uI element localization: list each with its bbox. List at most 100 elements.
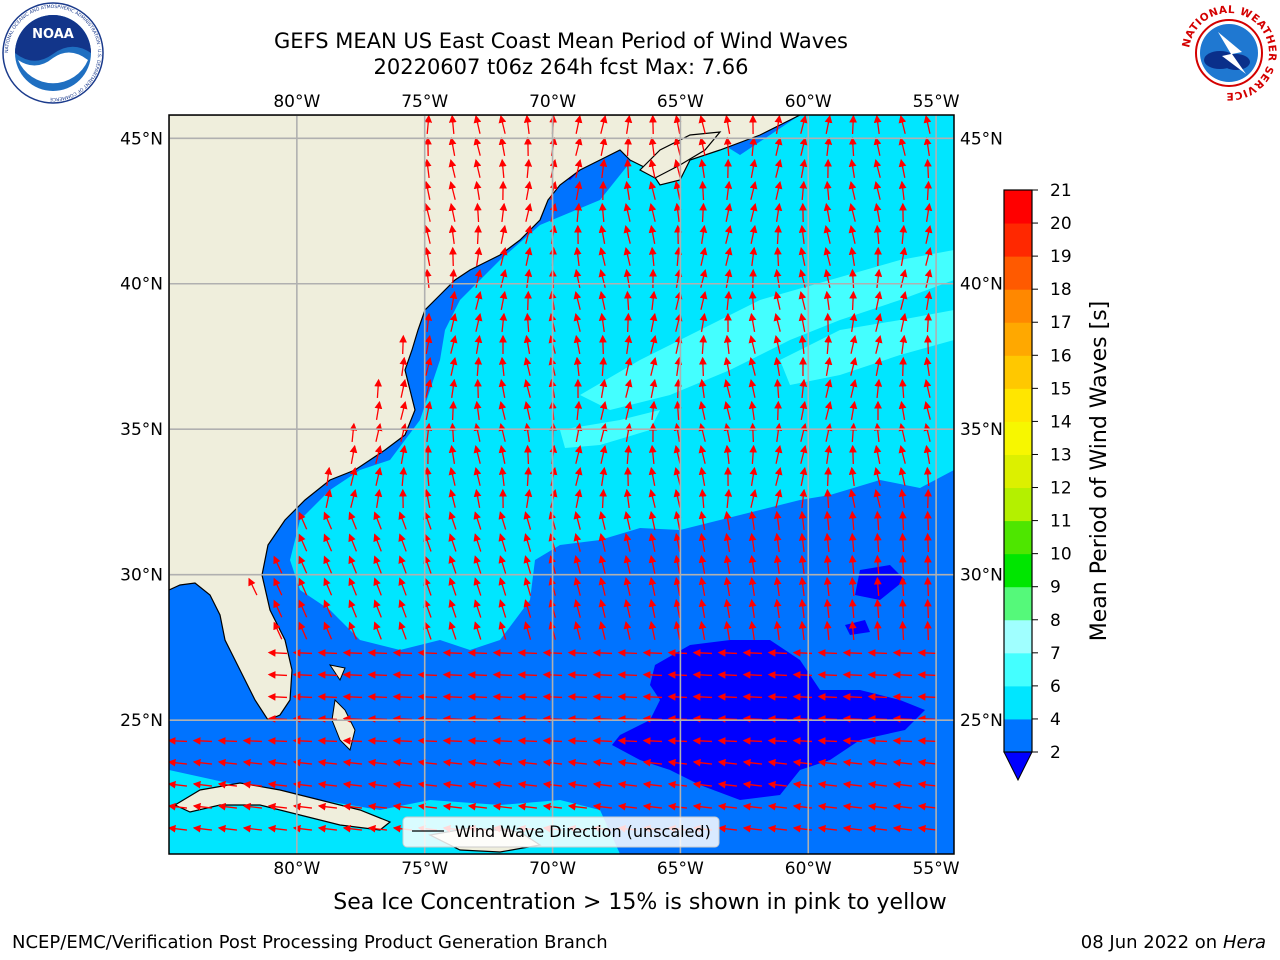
wave-direction-arrow <box>648 576 657 596</box>
wave-direction-arrow <box>767 692 788 701</box>
wave-direction-arrow <box>517 736 538 745</box>
wave-direction-arrow <box>673 400 682 421</box>
wave-direction-arrow <box>748 357 757 376</box>
wave-direction-arrow <box>773 268 782 288</box>
wave-direction-arrow <box>717 670 738 679</box>
wave-direction-arrow <box>599 136 608 156</box>
wave-direction-arrow <box>723 401 732 420</box>
wave-direction-arrow <box>348 599 358 618</box>
wave-direction-arrow <box>573 313 582 332</box>
wave-direction-arrow <box>523 533 532 552</box>
wave-direction-arrow <box>169 758 188 767</box>
wave-direction-arrow <box>599 466 608 486</box>
wave-direction-arrow <box>317 736 338 745</box>
wave-direction-arrow <box>724 268 733 288</box>
colorbar-segment <box>1004 652 1032 687</box>
wave-direction-arrow <box>873 224 882 245</box>
wave-direction-arrow <box>699 334 708 355</box>
wave-direction-arrow <box>323 599 333 618</box>
wave-direction-arrow <box>298 533 308 552</box>
wave-direction-arrow <box>824 136 833 157</box>
wave-direction-arrow <box>599 115 608 134</box>
wave-direction-arrow <box>924 312 933 333</box>
wave-direction-arrow <box>898 158 907 178</box>
wave-direction-arrow <box>849 400 858 420</box>
wave-direction-arrow <box>648 202 657 222</box>
wave-direction-arrow <box>748 312 757 332</box>
wave-direction-arrow <box>348 533 358 552</box>
wave-direction-arrow <box>373 577 382 596</box>
wave-direction-arrow <box>899 312 908 332</box>
wave-direction-arrow <box>917 714 938 723</box>
wave-direction-arrow <box>348 555 358 574</box>
wave-direction-arrow <box>492 714 513 723</box>
wave-direction-arrow <box>723 554 732 574</box>
wave-direction-arrow <box>923 598 932 619</box>
wave-direction-arrow <box>817 824 838 833</box>
wave-direction-arrow <box>498 444 507 464</box>
wave-direction-arrow <box>748 400 757 421</box>
wave-direction-arrow <box>842 670 863 679</box>
wave-direction-arrow <box>774 202 783 222</box>
noaa-logo-text: NOAA <box>32 27 74 42</box>
wave-direction-arrow <box>398 577 407 596</box>
wave-direction-arrow <box>473 599 482 618</box>
wave-direction-arrow <box>492 780 513 789</box>
wave-direction-arrow <box>749 444 758 465</box>
wave-direction-arrow <box>424 422 433 443</box>
wave-direction-arrow <box>524 290 532 311</box>
wave-direction-arrow <box>899 246 908 266</box>
wave-direction-arrow <box>767 714 788 723</box>
wave-direction-arrow <box>423 555 432 574</box>
wave-direction-arrow <box>169 780 188 789</box>
wave-direction-arrow <box>442 780 463 789</box>
wave-direction-arrow <box>748 598 757 618</box>
wave-direction-arrow <box>717 736 738 745</box>
wave-direction-arrow <box>849 290 858 311</box>
wave-direction-arrow <box>523 356 532 376</box>
wave-direction-arrow <box>799 115 808 134</box>
wave-direction-arrow <box>774 136 783 156</box>
wave-direction-arrow <box>873 159 882 178</box>
wave-direction-arrow <box>498 158 507 179</box>
wave-direction-arrow <box>623 488 632 509</box>
wave-direction-arrow <box>642 692 663 701</box>
wave-direction-arrow <box>849 444 857 465</box>
wave-direction-arrow <box>699 224 708 244</box>
wave-direction-arrow <box>392 780 413 789</box>
wave-direction-arrow <box>467 736 488 745</box>
wave-direction-arrow <box>424 334 433 354</box>
wave-direction-arrow <box>492 736 513 745</box>
wave-direction-arrow <box>898 422 907 442</box>
wave-direction-arrow <box>774 180 783 200</box>
wave-direction-arrow <box>892 824 913 833</box>
wave-direction-arrow <box>698 620 707 640</box>
wave-direction-arrow <box>474 268 483 288</box>
wave-direction-arrow <box>742 802 763 811</box>
wave-direction-arrow <box>573 599 582 618</box>
lon-tick-top: 65°W <box>657 92 704 112</box>
wave-direction-arrow <box>799 488 808 509</box>
wave-direction-arrow <box>342 780 363 789</box>
wave-direction-arrow <box>742 780 763 789</box>
wave-direction-arrow <box>767 802 788 811</box>
wave-direction-arrow <box>448 158 457 178</box>
colorbar-label: Mean Period of Wind Waves [s] <box>1087 301 1112 641</box>
wave-direction-arrow <box>767 824 788 833</box>
wave-direction-arrow <box>873 510 882 531</box>
wave-direction-arrow <box>567 648 588 657</box>
wave-direction-arrow <box>473 202 482 223</box>
wave-direction-arrow <box>667 758 688 767</box>
wave-direction-arrow <box>674 356 683 377</box>
wave-direction-arrow <box>524 180 533 200</box>
wave-direction-arrow <box>498 136 507 156</box>
wave-direction-arrow <box>348 621 358 640</box>
wave-direction-arrow <box>917 758 938 767</box>
wave-direction-arrow <box>842 736 863 745</box>
wave-direction-arrow <box>773 576 782 597</box>
wave-direction-arrow <box>423 203 432 222</box>
wave-direction-arrow <box>592 670 613 679</box>
wave-direction-arrow <box>298 511 308 530</box>
wave-direction-arrow <box>517 802 538 811</box>
